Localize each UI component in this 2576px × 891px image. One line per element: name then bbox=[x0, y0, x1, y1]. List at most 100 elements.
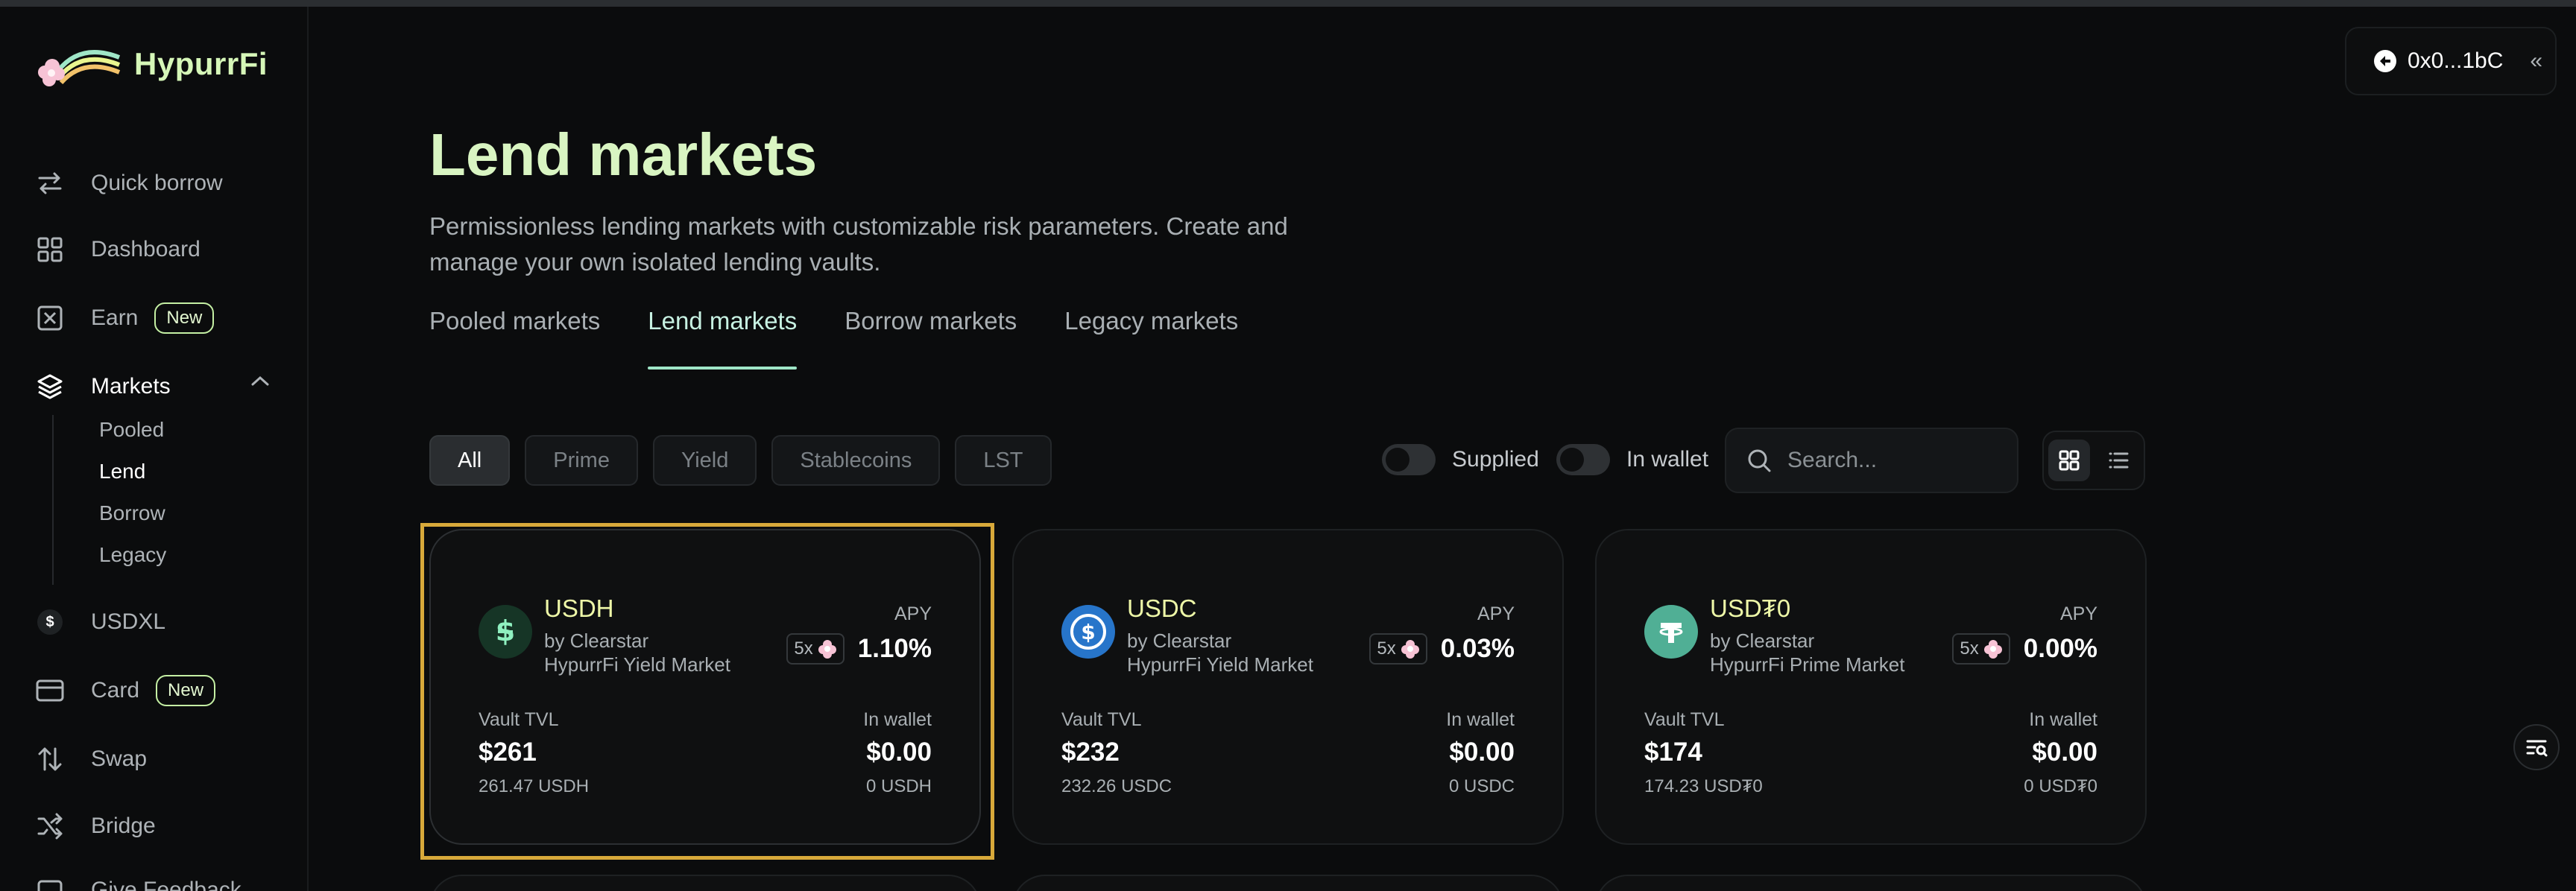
nav-usdxl[interactable]: $ USDXL bbox=[36, 603, 165, 641]
tab-legacy-markets[interactable]: Legacy markets bbox=[1064, 307, 1239, 334]
sidebar: HypurrFi Quick borrow Dashboard Earn New bbox=[0, 7, 309, 891]
settings-sliders-button[interactable] bbox=[2513, 724, 2560, 770]
arrows-swap-icon bbox=[36, 169, 64, 197]
in-wallet-label: In wallet bbox=[1446, 709, 1515, 730]
submenu-pooled[interactable]: Pooled bbox=[99, 418, 165, 441]
filter-prime[interactable]: Prime bbox=[525, 435, 638, 486]
nav-give-feedback[interactable]: Give Feedback bbox=[36, 871, 242, 891]
submenu-legacy[interactable]: Legacy bbox=[99, 543, 167, 566]
submenu-guide-line bbox=[52, 415, 54, 585]
selection-highlight bbox=[420, 523, 994, 860]
nav-label: Quick borrow bbox=[91, 171, 223, 195]
view-switch bbox=[2042, 431, 2145, 490]
supplied-toggle-group: Supplied bbox=[1382, 444, 1539, 475]
svg-text:$: $ bbox=[1081, 620, 1095, 644]
credit-card-icon bbox=[36, 676, 64, 705]
apy-value: 0.00% bbox=[2023, 634, 2097, 663]
in-wallet-amount: 0 USD₮0 bbox=[2024, 776, 2097, 796]
market-name: HypurrFi Prime Market bbox=[1710, 653, 1905, 676]
app-name: HypurrFi bbox=[134, 46, 268, 81]
nav-label: USDXL bbox=[91, 609, 166, 634]
market-card-partial[interactable] bbox=[1595, 875, 2147, 891]
market-tabs: Pooled markets Lend markets Borrow marke… bbox=[429, 307, 1238, 370]
nav-dashboard[interactable]: Dashboard bbox=[36, 230, 201, 269]
tab-lend-markets[interactable]: Lend markets bbox=[648, 307, 797, 370]
in-wallet-value: $0.00 bbox=[866, 738, 932, 767]
market-card-partial[interactable] bbox=[1012, 875, 1564, 891]
points-multiplier: 5x bbox=[1369, 633, 1427, 665]
token-name: USDH bbox=[544, 594, 614, 622]
vault-tvl-value: $261 bbox=[479, 738, 537, 767]
in-wallet-amount: 0 USDH bbox=[865, 776, 932, 796]
submenu-borrow[interactable]: Borrow bbox=[99, 501, 165, 524]
vault-tvl-amount: 261.47 USDH bbox=[479, 776, 590, 796]
wallet-button[interactable]: 0x0...1bC « bbox=[2345, 27, 2557, 95]
nav-label: Dashboard bbox=[91, 237, 201, 261]
filter-chips: All Prime Yield Stablecoins LST bbox=[429, 435, 1052, 486]
nav-bridge[interactable]: Bridge bbox=[36, 807, 156, 846]
points-multiplier: 5x bbox=[786, 633, 845, 665]
points-multiplier: 5x bbox=[1952, 633, 2010, 665]
vault-tvl-value: $232 bbox=[1061, 738, 1120, 767]
nav-card[interactable]: Card New bbox=[36, 671, 216, 710]
usdc-token-icon: $ bbox=[1061, 605, 1115, 659]
filter-lst[interactable]: LST bbox=[955, 435, 1052, 486]
filter-stablecoins[interactable]: Stablecoins bbox=[771, 435, 941, 486]
flower-icon bbox=[818, 640, 836, 659]
wallet-address: 0x0...1bC bbox=[2408, 48, 2504, 73]
curator: by Clearstar bbox=[1710, 630, 1815, 652]
sliders-icon bbox=[2526, 740, 2548, 757]
swap-arrows-icon bbox=[36, 745, 64, 773]
in-wallet-value: $0.00 bbox=[2032, 738, 2097, 767]
search-input[interactable] bbox=[1787, 448, 1996, 473]
wallet-avatar-icon bbox=[2374, 50, 2396, 72]
new-badge: New bbox=[156, 675, 216, 706]
list-view-icon bbox=[2109, 452, 2129, 469]
vault-tvl-label: Vault TVL bbox=[479, 709, 559, 730]
token-name: USD₮0 bbox=[1710, 594, 1791, 622]
market-card-usdc[interactable]: $ USDC by Clearstar HypurrFi Yield Marke… bbox=[1012, 529, 1564, 845]
usdt0-token-icon bbox=[1644, 605, 1698, 659]
nav-label: Swap bbox=[91, 746, 148, 771]
nav-quick-borrow[interactable]: Quick borrow bbox=[36, 164, 223, 203]
market-card-usdt0[interactable]: USD₮0 by Clearstar HypurrFi Prime Market… bbox=[1595, 529, 2147, 845]
apy-value: 1.10% bbox=[857, 634, 932, 663]
tab-borrow-markets[interactable]: Borrow markets bbox=[845, 307, 1017, 334]
submenu-lend[interactable]: Lend bbox=[99, 460, 146, 483]
supplied-label: Supplied bbox=[1452, 447, 1539, 472]
tab-pooled-markets[interactable]: Pooled markets bbox=[429, 307, 601, 334]
apy-label: APY bbox=[2059, 603, 2097, 624]
hypurrfi-logo-icon bbox=[38, 50, 121, 86]
curator-info: by Clearstar HypurrFi Prime Market bbox=[1710, 629, 1904, 676]
in-wallet-value: $0.00 bbox=[1449, 738, 1515, 767]
nav-earn[interactable]: Earn New bbox=[36, 299, 215, 337]
list-view-button[interactable] bbox=[2097, 440, 2139, 481]
filter-all[interactable]: All bbox=[429, 435, 511, 486]
top-edge-bar bbox=[0, 0, 2576, 7]
apy-value: 0.03% bbox=[1440, 634, 1515, 663]
in-wallet-label: In wallet bbox=[863, 709, 932, 730]
market-card-usdh[interactable]: $ USDH by Clearstar HypurrFi Yield Marke… bbox=[429, 529, 981, 845]
nav-label: Give Feedback bbox=[91, 878, 242, 891]
market-card-partial[interactable] bbox=[429, 875, 981, 891]
page-description: Permissionless lending markets with cust… bbox=[429, 212, 1288, 276]
grid-view-button[interactable] bbox=[2048, 440, 2090, 481]
token-name: USDC bbox=[1127, 594, 1197, 622]
usdh-token-icon: $ bbox=[479, 605, 532, 659]
nav-swap[interactable]: Swap bbox=[36, 740, 147, 779]
apy-label: APY bbox=[894, 603, 932, 624]
vault-tvl-label: Vault TVL bbox=[1061, 709, 1142, 730]
search-box bbox=[1725, 428, 2018, 493]
collapse-chevrons-icon[interactable]: « bbox=[2530, 48, 2543, 73]
nav-label: Markets bbox=[91, 374, 171, 399]
curator: by Clearstar bbox=[1127, 630, 1232, 652]
filter-yield[interactable]: Yield bbox=[652, 435, 757, 486]
apy-row: 5x 0.03% bbox=[1369, 633, 1515, 665]
in-wallet-toggle-group: In wallet bbox=[1556, 444, 1708, 475]
supplied-toggle[interactable] bbox=[1382, 444, 1436, 475]
chevron-up-icon[interactable] bbox=[250, 375, 270, 387]
logo[interactable]: HypurrFi bbox=[36, 41, 268, 87]
nav-markets[interactable]: Markets bbox=[36, 367, 171, 406]
vault-tvl-amount: 174.23 USD₮0 bbox=[1644, 776, 1763, 796]
in-wallet-toggle[interactable] bbox=[1556, 444, 1610, 475]
